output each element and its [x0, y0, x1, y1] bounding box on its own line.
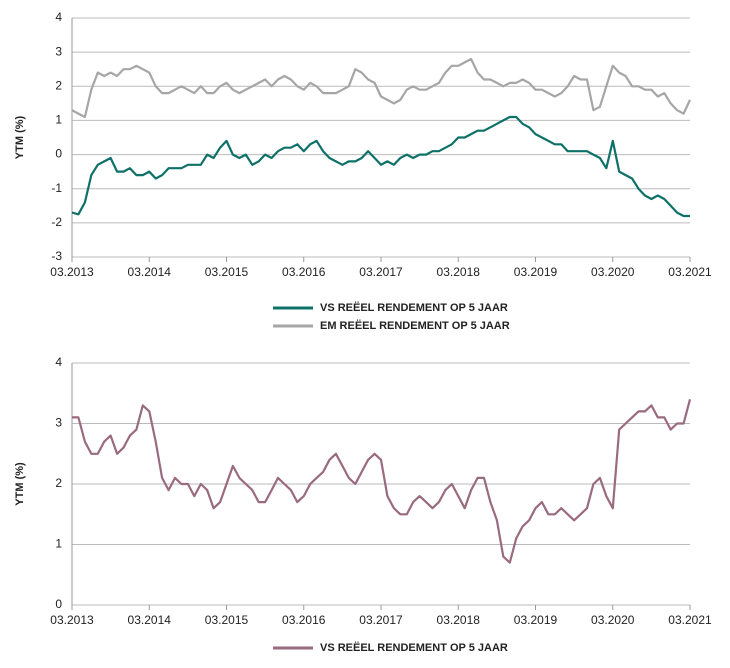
x-tick-label: 03.2013: [50, 265, 94, 279]
y-axis-label: YTM (%): [14, 462, 26, 506]
legend-label: VS REËEL RENDEMENT OP 5 JAAR: [320, 301, 508, 314]
x-tick-label: 03.2016: [282, 613, 326, 627]
y-tick-label: 4: [55, 10, 62, 24]
x-tick-label: 03.2017: [359, 265, 403, 279]
y-tick-label: 2: [55, 476, 62, 490]
data-line: [72, 399, 692, 564]
x-tick-label: 03.2015: [205, 265, 249, 279]
y-tick-label: 1: [55, 113, 62, 127]
x-tick-label: 03.2019: [514, 265, 558, 279]
legend-label: VS REËEL RENDEMENT OP 5 JAAR: [320, 641, 508, 654]
x-tick-label: 03.2021: [668, 265, 712, 279]
x-tick-label: 03.2014: [128, 265, 172, 279]
x-tick-label: 03.2013: [50, 613, 94, 627]
x-tick-label: 03.2017: [359, 613, 403, 627]
y-tick-label: 1: [55, 537, 62, 551]
y-tick-label: -2: [51, 215, 62, 229]
y-tick-label: 0: [55, 597, 62, 611]
legend-label: EM REËEL RENDEMENT OP 5 JAAR: [320, 319, 510, 332]
x-tick-label: 03.2018: [437, 265, 481, 279]
y-tick-label: 0: [55, 147, 62, 161]
x-tick-label: 03.2019: [514, 613, 558, 627]
x-tick-label: 03.2018: [437, 613, 481, 627]
x-tick-label: 03.2015: [205, 613, 249, 627]
x-tick-label: 03.2021: [668, 613, 712, 627]
y-tick-label: -1: [51, 181, 62, 195]
data-line: [71, 115, 690, 218]
y-tick-label: 3: [55, 416, 62, 430]
x-tick-label: 03.2016: [282, 265, 326, 279]
y-tick-label: -3: [51, 249, 62, 263]
data-line: [71, 57, 691, 119]
x-tick-label: 03.2020: [591, 265, 635, 279]
y-tick-label: 4: [55, 355, 62, 369]
y-tick-label: 3: [55, 44, 62, 58]
y-axis-label: YTM (%): [14, 115, 26, 159]
x-tick-label: 03.2020: [591, 613, 635, 627]
x-tick-label: 03.2014: [128, 613, 172, 627]
y-tick-label: 2: [55, 78, 62, 92]
